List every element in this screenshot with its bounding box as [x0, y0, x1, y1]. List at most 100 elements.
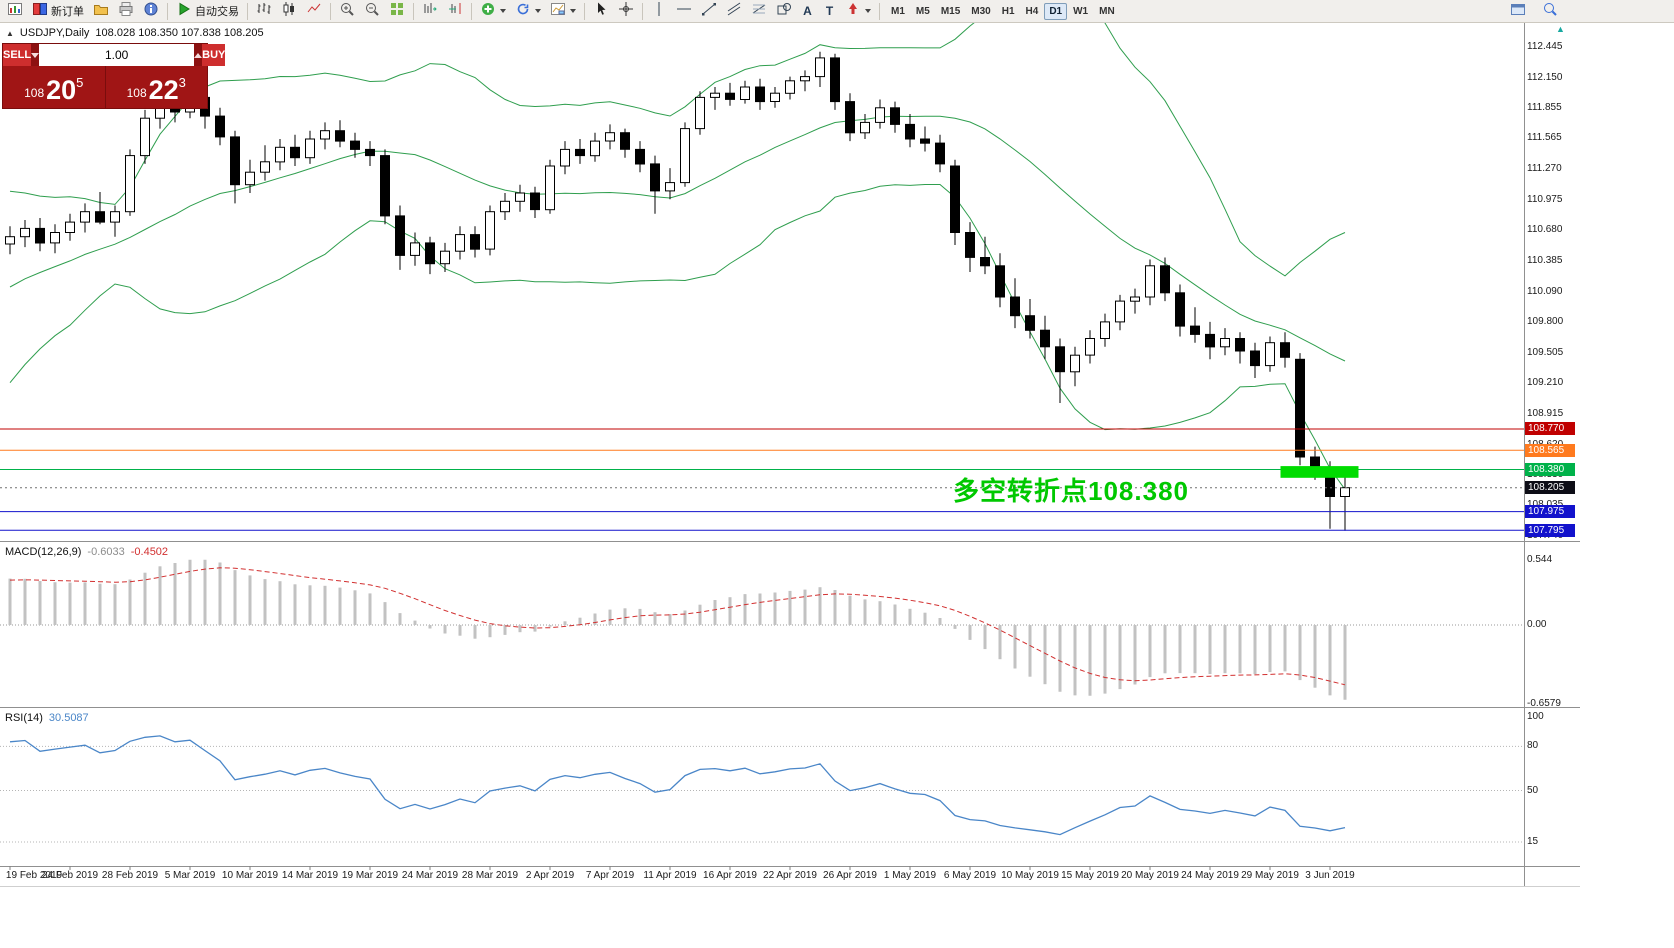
- timeframe-button-d1[interactable]: D1: [1044, 2, 1068, 20]
- timeframe-button-m1[interactable]: M1: [891, 5, 905, 17]
- toolbar-separator: [413, 2, 414, 20]
- periods-button[interactable]: [511, 2, 545, 21]
- main-toolbar: 新订单 自动交易 A T: [0, 0, 1674, 23]
- tile-windows-button[interactable]: [385, 2, 409, 21]
- fibonacci-button[interactable]: [747, 2, 771, 21]
- price-axis-label: 111.565: [1527, 132, 1562, 144]
- chart-shift-button[interactable]: [443, 2, 467, 21]
- folder-icon: [93, 1, 109, 22]
- chart-window-button[interactable]: [3, 2, 27, 21]
- date-axis-label: 24 May 2019: [1181, 870, 1239, 881]
- label-tool-button[interactable]: T: [819, 2, 840, 21]
- price-tag-108.380: 108.380: [1525, 462, 1575, 476]
- timeframe-button-w1[interactable]: W1: [1073, 5, 1089, 17]
- crosshair-icon: [618, 1, 634, 22]
- buy-price-sup: 3: [178, 75, 186, 90]
- printer-icon: [118, 1, 134, 22]
- date-axis-label: 20 May 2019: [1121, 870, 1179, 881]
- print-button[interactable]: [114, 1, 138, 22]
- timeframe-button-mn[interactable]: MN: [1099, 5, 1115, 17]
- chart-title-row: ▲ USDJPY,Daily 108.028 108.350 107.838 1…: [6, 27, 264, 39]
- macd-axis-label: -0.6579: [1527, 697, 1561, 709]
- arrow-tool-button[interactable]: [841, 2, 875, 21]
- price-axis-label: 110.680: [1527, 224, 1563, 236]
- text-tool-button[interactable]: A: [797, 2, 818, 21]
- shapes-button[interactable]: [772, 2, 796, 21]
- play-icon: [176, 1, 192, 22]
- vertical-line-button[interactable]: [647, 1, 671, 21]
- date-axis-label: 16 Apr 2019: [703, 870, 757, 881]
- date-axis-label: 10 Mar 2019: [221, 870, 279, 881]
- bar-chart-icon: [256, 1, 272, 22]
- date-axis-label: 19 Feb 2019: [5, 870, 63, 881]
- date-axis-label: 24 Feb 2019: [41, 870, 99, 881]
- price-chart-plot-area[interactable]: [0, 23, 1524, 541]
- sell-button[interactable]: SELL: [3, 44, 32, 66]
- auto-scroll-icon: [422, 1, 438, 22]
- candlestick-chart-button[interactable]: [277, 1, 301, 21]
- buy-button[interactable]: BUY: [202, 44, 226, 66]
- chart-shift-icon: [447, 1, 463, 22]
- price-axis-label: 109.800: [1527, 315, 1564, 327]
- label-icon: T: [825, 4, 834, 18]
- new-order-button[interactable]: 新订单: [28, 2, 88, 21]
- price-axis-label: 110.090: [1527, 285, 1563, 297]
- cursor-button[interactable]: [589, 2, 613, 21]
- profiles-button[interactable]: [89, 2, 113, 21]
- date-axis-label: 5 Mar 2019: [164, 870, 216, 881]
- timeframe-button-m15[interactable]: M15: [940, 5, 961, 17]
- toolbar-separator: [167, 2, 168, 20]
- macd-value-signal: -0.4502: [130, 546, 169, 558]
- info-button[interactable]: [139, 2, 163, 21]
- cursor-icon: [593, 1, 609, 22]
- rsi-axis-label: 80: [1527, 740, 1539, 752]
- volume-down-button[interactable]: [31, 44, 40, 66]
- buy-price[interactable]: 108 22 3: [106, 66, 208, 108]
- trendline-button[interactable]: [697, 2, 721, 21]
- horizontal-line-button[interactable]: [672, 2, 696, 21]
- volume-up-button[interactable]: [194, 44, 203, 66]
- chart-ohlc: 108.028 108.350 107.838 108.205: [95, 27, 264, 39]
- trade-panel-controls: SELL BUY: [3, 44, 226, 66]
- crosshair-button[interactable]: [614, 1, 638, 22]
- pivot-annotation[interactable]: 多空转折点108.380: [953, 476, 1189, 506]
- line-chart-button[interactable]: [302, 2, 326, 21]
- window-list-button[interactable]: [1506, 2, 1530, 21]
- horizontal-line-icon: [676, 1, 692, 22]
- timeframe-button-m5[interactable]: M5: [915, 5, 930, 17]
- sell-price[interactable]: 108 20 5: [3, 66, 105, 108]
- zoom-out-button[interactable]: [360, 2, 384, 21]
- rsi-label: RSI(14): [5, 712, 43, 724]
- date-axis-label: 28 Feb 2019: [101, 870, 159, 881]
- autotrading-button[interactable]: 自动交易: [172, 2, 243, 21]
- timeframe-button-h4[interactable]: H4: [1025, 5, 1039, 17]
- timeframe-button-m30[interactable]: M30: [971, 5, 991, 17]
- bar-chart-button[interactable]: [252, 2, 276, 21]
- templates-button[interactable]: [546, 2, 580, 21]
- chevron-down-icon: [535, 9, 541, 13]
- trade-panel-prices: 108 20 5 108 22 3: [3, 66, 207, 108]
- date-axis-label: 26 Apr 2019: [823, 870, 877, 881]
- indicators-button[interactable]: [476, 2, 510, 21]
- add-indicator-icon: [480, 1, 496, 22]
- date-axis-label: 15 May 2019: [1061, 870, 1119, 881]
- price-axis-label: 111.270: [1527, 163, 1562, 175]
- channel-button[interactable]: [722, 2, 746, 21]
- oneclick-trade-panel: SELL BUY 108 20 5 108 22 3: [2, 43, 226, 109]
- auto-scroll-button[interactable]: [418, 2, 442, 21]
- macd-label: MACD(12,26,9): [5, 546, 82, 558]
- zoom-in-button[interactable]: [335, 2, 359, 21]
- chart-scroll-up-icon[interactable]: ▲: [1556, 24, 1565, 34]
- timeframe-button-h1[interactable]: H1: [1001, 5, 1015, 17]
- toolbar-separator: [247, 2, 248, 20]
- rsi-plot-area[interactable]: [0, 709, 1524, 866]
- macd-plot-area[interactable]: [0, 543, 1524, 707]
- chevron-down-icon: [500, 9, 506, 13]
- search-button[interactable]: [1538, 2, 1562, 21]
- date-axis-label: 2 Apr 2019: [525, 870, 575, 881]
- oneclick-toggle-icon[interactable]: ▲: [6, 28, 14, 38]
- date-axis-label: 1 May 2019: [883, 870, 937, 881]
- date-axis-label: 19 Mar 2019: [341, 870, 399, 881]
- toolbar-separator: [330, 2, 331, 20]
- volume-input[interactable]: [39, 44, 195, 66]
